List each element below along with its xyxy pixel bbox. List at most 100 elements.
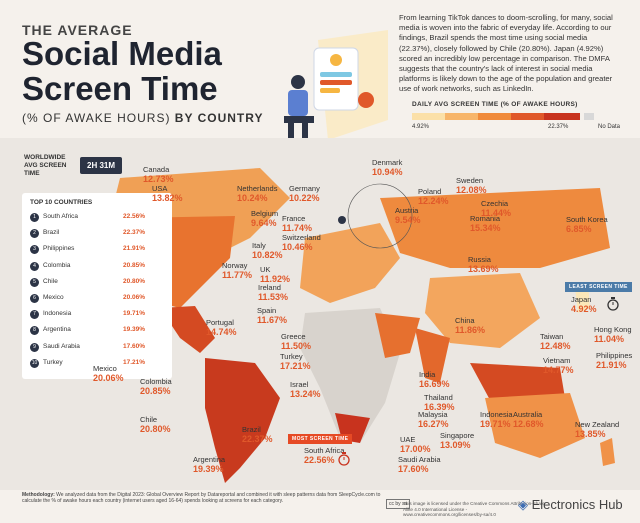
country-name: South Africa <box>304 446 345 455</box>
top10-row: 7 Indonesia 19.71% <box>30 309 162 320</box>
country-label: Czechia 11.44% <box>481 199 511 218</box>
country-value: 20.80% <box>140 424 171 434</box>
country-value: 20.06% <box>93 373 124 383</box>
headline-pre: THE AVERAGE <box>22 22 133 38</box>
country-name: Czechia <box>481 199 509 208</box>
country-value: 6.85% <box>566 224 592 234</box>
rank-value: 22.37% <box>123 229 146 237</box>
country-label: Vietnam 14.77% <box>543 356 574 375</box>
country-value: 17.00% <box>400 444 431 454</box>
rank-badge: 5 <box>30 277 39 287</box>
country-label: Sweden 12.08% <box>456 176 487 195</box>
country-value: 19.71% <box>480 419 511 429</box>
country-name: Netherlands <box>237 184 278 193</box>
country-name: Philippines <box>596 351 633 360</box>
rank-value: 17.21% <box>123 358 146 366</box>
country-name: Germany <box>289 184 320 193</box>
rank-country: South Africa <box>43 213 79 220</box>
country-name: Indonesia <box>480 410 513 419</box>
license-text: This image is licensed under the Creativ… <box>403 501 545 518</box>
rank-country: Saudi Arabia <box>43 342 80 350</box>
rank-country: Brazil <box>43 229 60 237</box>
country-value: 20.85% <box>140 386 171 396</box>
country-name: Saudi Arabia <box>398 455 441 464</box>
rank-badge: 8 <box>30 326 39 336</box>
country-name: Italy <box>252 241 266 250</box>
country-label: Singapore 13.09% <box>440 431 474 450</box>
country-label: Mexico 20.06% <box>93 364 124 383</box>
country-name: Switzerland <box>282 233 321 242</box>
top10-row: 10 Turkey 17.21% <box>30 358 162 369</box>
rank-badge: 1 <box>30 213 39 222</box>
country-label: Japan 4.92% <box>571 295 597 314</box>
country-value: 11.86% <box>455 325 486 335</box>
map-australia <box>485 393 585 458</box>
country-label: Hong Kong 11.04% <box>594 325 632 344</box>
country-value: 4.92% <box>571 304 597 314</box>
subtitle-by: BY COUNTRY <box>174 111 264 125</box>
country-name: Canada <box>143 165 170 174</box>
top10-row: 9 Saudi Arabia 17.60% <box>30 342 162 353</box>
country-value: 21.91% <box>596 360 627 370</box>
rank-country: Turkey <box>43 358 63 366</box>
rank-country: Philippines <box>43 245 75 253</box>
country-value: 13.82% <box>152 193 183 203</box>
map-mexico <box>160 306 215 353</box>
top10-row: 5 Chile 20.80% <box>30 277 162 288</box>
country-label: Brazil 22.37% <box>242 425 273 444</box>
country-value: 11.04% <box>594 334 625 344</box>
country-name: Russia <box>468 255 491 264</box>
country-value: 10.22% <box>289 193 320 203</box>
country-name: Sweden <box>456 176 484 185</box>
top10-row: 4 Colombia 20.85% <box>30 261 162 272</box>
country-name: Ireland <box>258 283 281 292</box>
country-name: Austria <box>395 206 419 215</box>
country-value: 11.67% <box>257 315 288 325</box>
country-value: 11.74% <box>282 223 313 233</box>
nodata-swatch <box>584 113 594 120</box>
country-label: Colombia 20.85% <box>140 377 172 396</box>
country-label: Australia 12.68% <box>513 410 544 429</box>
country-label: Malaysia 16.27% <box>418 410 449 429</box>
country-value: 16.27% <box>418 419 449 429</box>
person-phone-illustration <box>284 30 388 141</box>
country-label: Poland 12.24% <box>418 187 449 206</box>
top10-row: 2 Brazil 22.37% <box>30 228 162 239</box>
country-name: China <box>455 316 475 325</box>
country-value: 13.85% <box>575 429 606 439</box>
country-value: 11.44% <box>481 208 512 218</box>
country-label: Russia 13.69% <box>468 255 499 274</box>
country-label: Italy 10.82% <box>252 241 283 260</box>
country-name: USA <box>152 184 168 193</box>
country-label: Argentina 19.39% <box>193 455 225 474</box>
map-indonesia <box>470 363 565 400</box>
brand-logo: ◈ Electronics Hub <box>518 497 623 513</box>
country-value: 13.24% <box>290 389 321 399</box>
country-name: Portugal <box>206 318 234 327</box>
country-value: 10.82% <box>252 250 283 260</box>
country-value: 10.94% <box>372 167 403 177</box>
country-value: 22.56% <box>304 455 335 465</box>
map-middle-east <box>375 313 420 358</box>
country-value: 12.48% <box>540 341 571 351</box>
country-label: Portugal 14.74% <box>206 318 237 337</box>
country-value: 9.64% <box>251 218 277 228</box>
country-label: USA 13.82% <box>152 184 183 203</box>
country-value: 11.53% <box>258 292 289 302</box>
rank-value: 21.91% <box>123 245 146 253</box>
country-label: Taiwan 12.48% <box>540 332 571 351</box>
country-label: Indonesia 19.71% <box>480 410 513 429</box>
rank-badge: 10 <box>30 358 39 368</box>
stopwatch-icon-red <box>338 452 350 466</box>
country-label: Norway 11.77% <box>222 261 252 280</box>
map-india <box>415 328 450 383</box>
top10-row: 3 Philippines 21.91% <box>30 244 162 255</box>
scale-min-label: 4.92% <box>412 124 430 130</box>
color-scale-bar <box>412 113 580 120</box>
country-label: Netherlands 10.24% <box>237 184 277 203</box>
country-value: 10.46% <box>282 242 313 252</box>
country-name: New Zealand <box>575 420 620 429</box>
methodology-label: Methodology: <box>22 492 55 498</box>
country-value: 12.73% <box>143 174 174 184</box>
top10-row: 1 South Africa 22.56% <box>30 212 162 223</box>
